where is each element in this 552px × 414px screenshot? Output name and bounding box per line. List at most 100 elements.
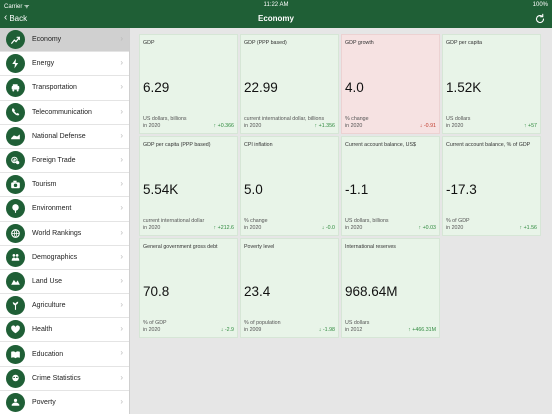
economy-icon xyxy=(6,30,25,50)
card-unit: % of GDP xyxy=(446,218,470,224)
card-year: in 2020 xyxy=(446,225,464,231)
card-change: ↓ -0.91 xyxy=(419,123,436,129)
chevron-right-icon: › xyxy=(120,396,123,406)
sidebar-item-world-rankings[interactable]: World Rankings › xyxy=(0,222,129,246)
card-change: ↓ -2.9 xyxy=(220,327,234,333)
indicator-card[interactable]: CPI inflation 5.0 % change in 2020 ↓ -0.0 xyxy=(240,136,339,236)
sidebar-item-label: Economy xyxy=(32,36,62,44)
sidebar-item-label: Tourism xyxy=(32,181,57,189)
sidebar-item-label: Education xyxy=(32,350,64,358)
sidebar-item-crime-statistics[interactable]: Crime Statistics › xyxy=(0,367,129,391)
indicator-card[interactable]: Current account balance, US$ -1.1 US dolla… xyxy=(341,136,440,236)
sidebar-item-telecommunication[interactable]: Telecommunication › xyxy=(0,101,129,125)
sidebar: Economy › Energy › Transportation › Telecommun… xyxy=(0,28,130,414)
transportation-icon xyxy=(6,78,25,98)
health-icon xyxy=(6,320,25,340)
sidebar-item-label: Telecommunication xyxy=(32,108,92,116)
card-value: -17.3 xyxy=(446,182,477,197)
card-unit: US dollars, billions xyxy=(143,116,187,122)
card-value: 5.54K xyxy=(143,182,179,197)
demographics-icon xyxy=(6,247,25,267)
chevron-right-icon: › xyxy=(120,251,123,261)
crime-statistics-icon xyxy=(6,368,25,388)
chevron-right-icon: › xyxy=(120,130,123,140)
sidebar-item-national-defense[interactable]: National Defense › xyxy=(0,125,129,149)
card-title: Current account balance, US$ xyxy=(345,142,416,148)
chevron-right-icon: › xyxy=(120,348,123,358)
card-unit: US dollars xyxy=(446,116,471,122)
chevron-right-icon: › xyxy=(120,300,123,310)
card-title: GDP xyxy=(143,40,155,46)
card-change: ↑ +57 xyxy=(523,123,537,129)
card-change: ↑ +212.6 xyxy=(213,225,234,231)
sidebar-item-poverty[interactable]: Poverty › xyxy=(0,391,129,414)
card-change: ↑ +1.356 xyxy=(314,123,335,129)
sidebar-item-transportation[interactable]: Transportation › xyxy=(0,76,129,101)
sidebar-item-education[interactable]: Education › xyxy=(0,342,129,367)
indicator-card[interactable]: GDP 6.29 US dollars, billions in 2020 ↑ +0.3… xyxy=(139,34,238,134)
card-value: 6.29 xyxy=(143,80,170,95)
card-value: 1.52K xyxy=(446,80,482,95)
indicator-card[interactable]: GDP per capita 1.52K US dollars in 2020 ↑ +5… xyxy=(442,34,541,134)
sidebar-item-label: World Rankings xyxy=(32,229,82,237)
sidebar-item-environment[interactable]: Environment › xyxy=(0,197,129,222)
sidebar-item-tourism[interactable]: Tourism › xyxy=(0,173,129,198)
sidebar-item-label: Transportation xyxy=(32,84,77,92)
indicator-card[interactable]: GDP (PPP based) 22.99 current internationa… xyxy=(240,34,339,134)
sidebar-item-economy[interactable]: Economy › xyxy=(0,28,129,53)
card-change: ↑ +0.03 xyxy=(418,225,436,231)
status-bar: Carrier ᯤ 11:22 AM 100% xyxy=(0,0,552,10)
card-year: in 2020 xyxy=(244,123,262,129)
card-year: in 2009 xyxy=(244,327,262,333)
card-change: ↓ -1.98 xyxy=(318,327,335,333)
chevron-right-icon: › xyxy=(120,154,123,164)
status-time: 11:22 AM xyxy=(263,2,289,8)
card-change: ↑ +1.56 xyxy=(519,225,537,231)
sidebar-item-label: Land Use xyxy=(32,277,62,285)
refresh-icon[interactable] xyxy=(534,13,546,25)
environment-icon xyxy=(6,199,25,219)
sidebar-item-land-use[interactable]: Land Use › xyxy=(0,270,129,295)
education-icon xyxy=(6,344,25,364)
sidebar-item-label: Health xyxy=(32,326,53,334)
sidebar-item-energy[interactable]: Energy › xyxy=(0,52,129,77)
indicator-card[interactable]: Current account balance, % of GDP -17.3 % … xyxy=(442,136,541,236)
card-unit: % of population xyxy=(244,320,281,326)
card-title: Current account balance, % of GDP xyxy=(446,142,531,148)
national-defense-icon xyxy=(6,126,25,146)
card-title: International reserves xyxy=(345,244,396,250)
chevron-right-icon: › xyxy=(120,372,123,382)
sidebar-item-agriculture[interactable]: Agriculture › xyxy=(0,294,129,319)
agriculture-icon xyxy=(6,296,25,316)
indicator-card[interactable]: International reserves 968.64M US dollars i… xyxy=(341,238,440,338)
sidebar-item-health[interactable]: Health › xyxy=(0,318,129,343)
indicator-card[interactable]: GDP growth 4.0 % change in 2020 ↓ -0.91 xyxy=(341,34,440,134)
card-unit: % change xyxy=(345,116,369,122)
sidebar-item-foreign-trade[interactable]: Foreign Trade › xyxy=(0,149,129,174)
sidebar-item-label: Agriculture xyxy=(32,302,66,310)
indicator-card[interactable]: General government gross debt 70.8 % of GD… xyxy=(139,238,238,338)
card-title: GDP per capita (PPP based) xyxy=(143,142,211,148)
foreign-trade-icon xyxy=(6,151,25,171)
back-label: Back xyxy=(9,13,28,23)
carrier-label: Carrier ᯤ xyxy=(4,4,30,10)
energy-icon xyxy=(6,54,25,74)
card-change: ↑ +466.31M xyxy=(408,327,436,333)
card-unit: US dollars, billions xyxy=(345,218,389,224)
card-unit: US dollars xyxy=(345,320,370,326)
card-title: GDP (PPP based) xyxy=(244,40,287,46)
card-value: 968.64M xyxy=(345,284,398,299)
sidebar-item-label: Energy xyxy=(32,60,55,68)
sidebar-item-demographics[interactable]: Demographics › xyxy=(0,246,129,270)
card-year: in 2020 xyxy=(143,225,161,231)
indicator-card[interactable]: Poverty level 23.4 % of population in 2009 ↓… xyxy=(240,238,339,338)
navigation-bar: ‹ Back Economy xyxy=(0,10,552,28)
back-button[interactable]: ‹ Back xyxy=(4,13,27,23)
chevron-left-icon: ‹ xyxy=(4,12,8,23)
card-unit: current international dollar, billions xyxy=(244,116,325,122)
card-value: 22.99 xyxy=(244,80,278,95)
card-value: 5.0 xyxy=(244,182,263,197)
indicator-card[interactable]: GDP per capita (PPP based) 5.54K current i… xyxy=(139,136,238,236)
card-value: 4.0 xyxy=(345,80,364,95)
card-value: 70.8 xyxy=(143,284,170,299)
